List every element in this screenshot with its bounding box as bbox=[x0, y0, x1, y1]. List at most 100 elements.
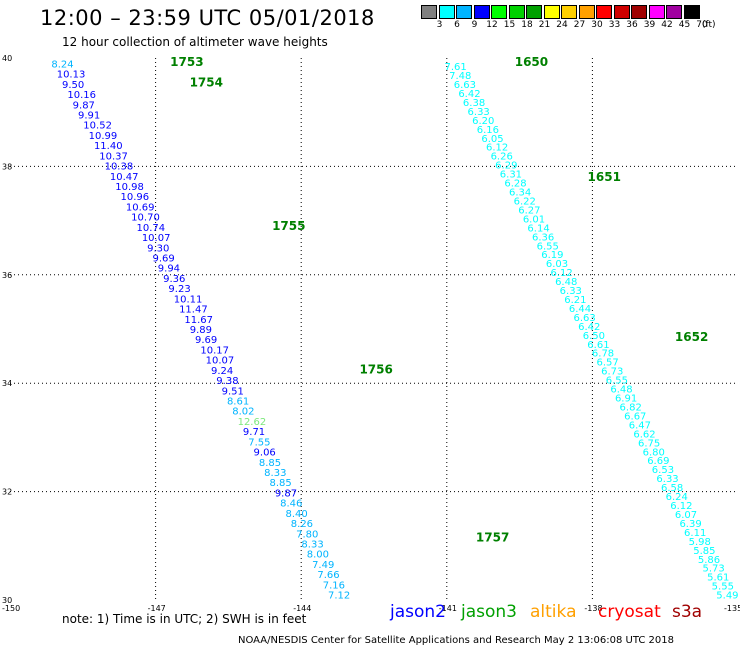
wave-height-value: 6.82 bbox=[620, 402, 642, 413]
wave-height-value: 7.48 bbox=[449, 71, 471, 82]
wave-height-value: 6.29 bbox=[495, 161, 517, 172]
lat-tick-label: 40 bbox=[2, 54, 12, 63]
pass-time-label: 1755 bbox=[272, 219, 305, 233]
lat-tick-label: 32 bbox=[2, 488, 12, 497]
wave-height-value: 6.14 bbox=[527, 223, 549, 234]
wave-height-value: 5.61 bbox=[707, 573, 729, 584]
lon-tick-label: -150 bbox=[2, 604, 20, 613]
wave-height-value: 6.22 bbox=[514, 196, 536, 207]
color-swatch bbox=[666, 5, 682, 19]
wave-height-value: 10.11 bbox=[174, 294, 203, 305]
wave-height-value: 7.80 bbox=[296, 529, 318, 540]
wave-height-value: 6.47 bbox=[629, 420, 651, 431]
color-swatch bbox=[613, 5, 630, 19]
lon-tick-label: -144 bbox=[293, 604, 311, 613]
wave-height-value: 10.07 bbox=[142, 233, 171, 244]
wave-height-value: 8.02 bbox=[232, 407, 254, 418]
color-swatch bbox=[648, 5, 665, 19]
color-scale-label: 15 bbox=[503, 20, 516, 30]
wave-height-value: 10.38 bbox=[105, 162, 134, 173]
legend-note: note: 1) Time is in UTC; 2) SWH is in fe… bbox=[62, 612, 307, 626]
satellite-legend-cryosat: cryosat bbox=[598, 602, 661, 622]
wave-height-value: 6.80 bbox=[643, 447, 665, 458]
wave-height-value: 9.94 bbox=[158, 264, 180, 275]
color-scale-label: 12 bbox=[486, 20, 498, 30]
lat-tick-label: 38 bbox=[2, 162, 12, 171]
wave-height-value: 6.69 bbox=[647, 456, 669, 467]
wave-height-value: 6.55 bbox=[537, 241, 559, 252]
wave-height-value: 6.33 bbox=[656, 474, 678, 485]
wave-height-value: 8.85 bbox=[259, 458, 281, 469]
wave-height-value: 6.11 bbox=[684, 528, 706, 539]
wave-height-value: 6.12 bbox=[670, 501, 692, 512]
wave-height-value: 6.63 bbox=[573, 313, 595, 324]
pass-time-label: 1754 bbox=[190, 75, 223, 89]
wave-height-value: 5.49 bbox=[716, 591, 738, 602]
wave-height-value: 9.69 bbox=[195, 335, 217, 346]
pass-time-label: 1753 bbox=[170, 55, 203, 69]
wave-height-value: 5.85 bbox=[693, 546, 715, 557]
wave-height-value: 8.61 bbox=[227, 397, 249, 408]
wave-height-value: 7.49 bbox=[312, 560, 334, 571]
color-scale-label: 6 bbox=[454, 20, 460, 30]
color-scale-label: 39 bbox=[643, 20, 656, 30]
wave-height-value: 6.36 bbox=[532, 232, 554, 243]
wave-height-value: 10.98 bbox=[115, 182, 144, 193]
color-scale-label: 33 bbox=[608, 20, 621, 30]
wave-height-value: 6.16 bbox=[477, 125, 499, 136]
color-scale-label: 27 bbox=[573, 20, 586, 30]
wave-height-value: 6.91 bbox=[615, 394, 637, 405]
color-scale-label: 30 bbox=[591, 20, 603, 30]
wave-height-value: 12.62 bbox=[238, 417, 267, 428]
wave-height-value: 6.33 bbox=[560, 286, 582, 297]
color-swatch bbox=[578, 5, 595, 19]
color-scale-label: 21 bbox=[538, 20, 551, 30]
wave-height-value: 6.26 bbox=[491, 152, 513, 163]
wave-height-value: 6.50 bbox=[583, 331, 605, 342]
wave-height-value: 9.71 bbox=[243, 427, 265, 438]
wave-height-value: 6.55 bbox=[606, 376, 628, 387]
wave-height-value: 10.47 bbox=[110, 172, 139, 183]
wave-height-value: 8.33 bbox=[264, 468, 286, 479]
wave-height-value: 8.40 bbox=[285, 509, 307, 520]
wave-height-value: 11.40 bbox=[94, 141, 123, 152]
color-swatch bbox=[421, 5, 437, 19]
wave-height-value: 7.16 bbox=[323, 580, 345, 591]
wave-height-value: 10.16 bbox=[67, 90, 96, 101]
wave-height-value: 6.24 bbox=[666, 492, 688, 503]
color-swatch bbox=[631, 5, 647, 19]
wave-height-value: 6.28 bbox=[504, 179, 526, 190]
wave-height-value: 6.75 bbox=[638, 438, 660, 449]
lat-tick-label: 36 bbox=[2, 271, 12, 280]
color-scale-unit: (ft) bbox=[702, 20, 716, 30]
color-scale-label: 42 bbox=[661, 20, 673, 30]
wave-height-value: 6.03 bbox=[546, 259, 568, 270]
wave-height-value: 8.33 bbox=[301, 540, 323, 551]
lon-tick-label: -138 bbox=[584, 604, 602, 613]
color-scale-label: 3 bbox=[436, 20, 443, 30]
wave-height-value: 7.55 bbox=[248, 437, 270, 448]
color-swatch bbox=[508, 5, 525, 19]
wave-height-value: 11.47 bbox=[179, 305, 208, 316]
wave-height-value: 6.27 bbox=[518, 205, 540, 216]
wave-height-value: 6.63 bbox=[454, 80, 476, 91]
color-swatch bbox=[683, 5, 700, 19]
wave-height-value: 6.48 bbox=[610, 385, 632, 396]
wave-height-value: 10.17 bbox=[200, 345, 229, 356]
color-scale-label: 36 bbox=[626, 20, 638, 30]
color-swatch bbox=[561, 5, 577, 19]
wave-height-value: 6.57 bbox=[597, 358, 619, 369]
wave-height-value: 10.52 bbox=[83, 121, 112, 132]
wave-height-value: 8.00 bbox=[307, 550, 329, 561]
wave-height-value: 7.12 bbox=[328, 591, 350, 602]
pass-time-label: 1652 bbox=[675, 330, 708, 344]
color-swatch bbox=[473, 5, 490, 19]
wave-height-value: 6.61 bbox=[587, 340, 609, 351]
wave-height-value: 6.67 bbox=[624, 411, 646, 422]
wave-height-value: 6.53 bbox=[652, 465, 674, 476]
wave-height-value: 9.69 bbox=[152, 253, 174, 264]
wave-height-value: 9.89 bbox=[190, 325, 212, 336]
satellite-legend-s3a: s3a bbox=[672, 602, 703, 622]
wave-height-value: 6.31 bbox=[500, 170, 522, 181]
